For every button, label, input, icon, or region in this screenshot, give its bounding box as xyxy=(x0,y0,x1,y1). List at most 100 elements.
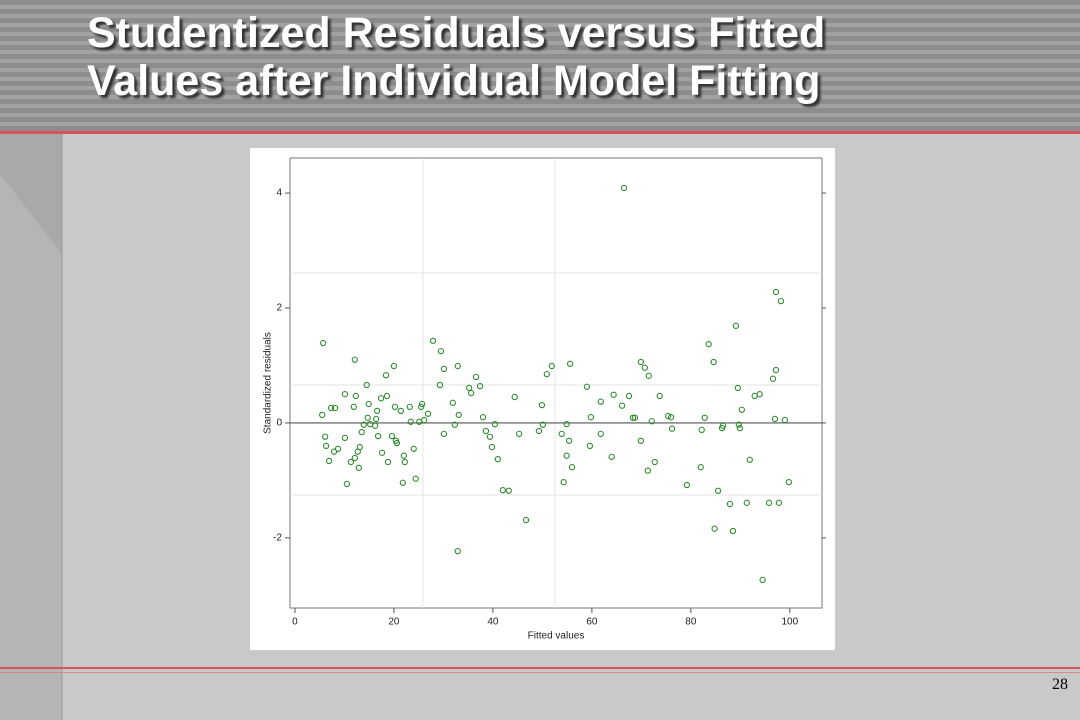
decor xyxy=(0,134,63,720)
point xyxy=(327,404,335,412)
point xyxy=(378,449,386,456)
point xyxy=(365,400,372,408)
point xyxy=(637,358,645,366)
point xyxy=(393,439,401,447)
point xyxy=(538,401,546,409)
point xyxy=(587,414,595,421)
point xyxy=(714,487,722,494)
point xyxy=(772,288,780,296)
point xyxy=(319,411,326,419)
point xyxy=(407,418,414,425)
point xyxy=(535,427,543,435)
point xyxy=(351,454,358,462)
point xyxy=(511,393,518,401)
point xyxy=(400,452,407,459)
point xyxy=(482,427,490,435)
point xyxy=(476,383,484,390)
point xyxy=(644,467,651,474)
point xyxy=(331,404,339,412)
point xyxy=(701,414,708,421)
point xyxy=(440,365,448,373)
title-line: Studentized Residuals versus Fitted xyxy=(87,9,826,57)
point xyxy=(683,481,691,489)
point xyxy=(664,412,672,420)
point xyxy=(772,366,780,374)
point xyxy=(775,499,783,506)
point xyxy=(322,442,330,450)
point xyxy=(656,392,663,400)
point xyxy=(321,433,329,440)
point xyxy=(777,297,785,305)
point xyxy=(756,391,763,398)
point xyxy=(563,420,570,428)
point xyxy=(486,433,494,440)
y-tick-label: 4 xyxy=(276,188,282,199)
point xyxy=(620,184,628,192)
point xyxy=(759,576,766,583)
point xyxy=(746,456,753,463)
point xyxy=(734,384,742,392)
point xyxy=(412,475,419,482)
point xyxy=(505,487,512,494)
point xyxy=(736,424,743,432)
point xyxy=(374,433,382,440)
point xyxy=(488,443,496,451)
point xyxy=(454,547,461,555)
point xyxy=(343,480,351,488)
point xyxy=(558,430,565,438)
point xyxy=(645,372,652,379)
point xyxy=(390,362,398,370)
point xyxy=(356,443,363,451)
point xyxy=(711,525,718,532)
point xyxy=(769,375,777,382)
point xyxy=(330,448,338,455)
point xyxy=(499,487,506,494)
point xyxy=(586,442,594,450)
point xyxy=(479,414,487,421)
point xyxy=(583,383,591,390)
title-line: Values after Individual Model Fitting xyxy=(87,57,821,105)
point xyxy=(410,445,417,452)
point xyxy=(417,403,425,411)
point xyxy=(383,392,391,400)
point xyxy=(341,434,349,442)
divider xyxy=(0,672,1080,673)
point xyxy=(352,392,359,400)
point xyxy=(391,403,399,411)
point xyxy=(726,500,734,508)
point xyxy=(364,414,371,421)
point xyxy=(382,372,390,379)
point xyxy=(373,407,381,415)
point xyxy=(350,403,357,411)
divider xyxy=(0,131,1080,134)
point xyxy=(785,478,792,486)
point xyxy=(401,458,408,466)
x-tick-label: 100 xyxy=(781,617,798,628)
point xyxy=(320,339,327,347)
point xyxy=(341,391,349,398)
point xyxy=(625,392,633,400)
point xyxy=(451,421,458,428)
point xyxy=(563,452,570,459)
point xyxy=(543,370,550,378)
point xyxy=(388,433,396,440)
y-tick-label: -2 xyxy=(273,533,282,544)
point xyxy=(454,362,461,370)
background-grid xyxy=(290,158,822,608)
header-band xyxy=(0,0,1080,131)
point xyxy=(735,421,743,428)
point xyxy=(363,381,370,389)
x-tick-label: 20 xyxy=(388,617,400,628)
point xyxy=(467,389,475,397)
point xyxy=(565,437,573,444)
point xyxy=(351,356,358,363)
point xyxy=(697,464,704,471)
point xyxy=(539,421,547,428)
y-tick-label: 2 xyxy=(276,303,282,314)
point xyxy=(360,421,367,428)
x-tick-label: 40 xyxy=(487,617,499,628)
point xyxy=(429,337,437,344)
point xyxy=(560,478,567,486)
point xyxy=(372,415,380,423)
